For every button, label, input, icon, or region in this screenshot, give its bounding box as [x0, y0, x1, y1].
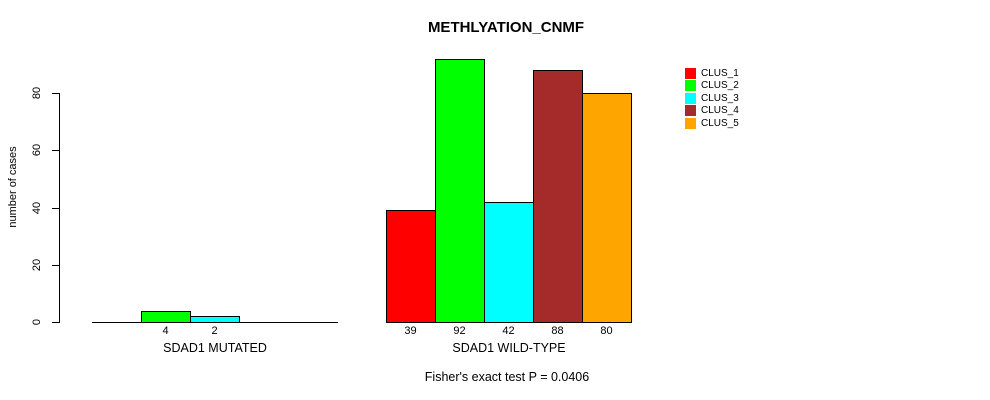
chart-title: METHLYATION_CNMF: [427, 19, 585, 36]
legend-swatch-clus_3: [685, 92, 696, 104]
legend-label-clus_3: CLUS_3: [701, 92, 739, 104]
group-label: SDAD1 WILD-TYPE: [452, 341, 566, 355]
y-axis-tick: [52, 208, 60, 209]
legend-swatch-clus_4: [685, 105, 696, 117]
bar-clus_2: [435, 59, 485, 323]
y-axis-tick-label: 60: [31, 143, 43, 157]
y-axis-label: number of cases: [7, 146, 19, 228]
fisher-test-annotation: Fisher's exact test P = 0.0406: [424, 370, 590, 384]
y-axis-tick: [52, 150, 60, 151]
bar-clus_4: [533, 70, 583, 323]
bar-clus_5: [582, 93, 632, 323]
bar-value-label: 2: [211, 325, 218, 337]
y-axis-tick-label: 80: [31, 86, 43, 100]
group-label: SDAD1 MUTATED: [163, 341, 267, 355]
legend-label-clus_4: CLUS_4: [701, 105, 739, 117]
bar-value-label: 4: [162, 325, 169, 337]
y-axis-tick: [52, 265, 60, 266]
legend-label-clus_5: CLUS_5: [701, 117, 739, 129]
legend-label-clus_2: CLUS_2: [701, 80, 739, 92]
y-axis-tick-label: 0: [31, 318, 43, 326]
y-axis-tick: [52, 322, 60, 323]
legend-swatch-clus_5: [685, 117, 696, 129]
y-axis-tick-label: 20: [31, 258, 43, 272]
y-axis-tick: [52, 93, 60, 94]
bar-value-label: 88: [551, 325, 564, 337]
bar-clus_3: [190, 316, 240, 323]
legend-swatch-clus_2: [685, 80, 696, 92]
bar-value-label: 80: [600, 325, 613, 337]
legend-label-clus_1: CLUS_1: [701, 68, 739, 79]
bar-value-label: 92: [453, 325, 466, 337]
bar-clus_3: [484, 202, 534, 323]
bar-value-label: 42: [502, 325, 515, 337]
bar-clus_1: [386, 210, 436, 323]
legend-swatch-clus_1: [685, 68, 696, 79]
bar-clus_2: [141, 311, 191, 323]
bar-value-label: 39: [404, 325, 417, 337]
y-axis-tick-label: 40: [31, 201, 43, 215]
